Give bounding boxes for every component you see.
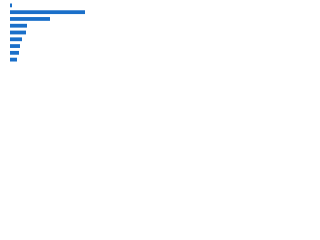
bar (10, 23, 27, 28)
bar (10, 10, 85, 15)
bar (10, 44, 20, 48)
page: {"chart_data": {"type": "hbar", "categor… (0, 0, 100, 71)
chart (10, 3, 85, 62)
bar (10, 30, 26, 35)
bar (10, 17, 50, 21)
bar (10, 57, 17, 62)
bar (10, 50, 19, 55)
bar (10, 37, 22, 42)
bar (10, 3, 12, 8)
